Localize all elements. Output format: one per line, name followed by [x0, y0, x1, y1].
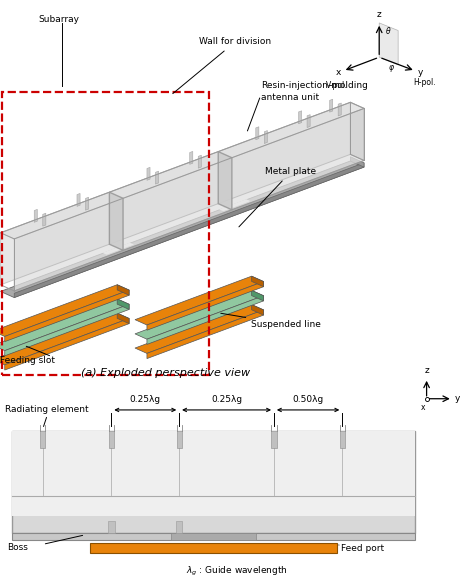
Polygon shape	[5, 304, 129, 356]
Text: Feeding slot: Feeding slot	[0, 356, 55, 365]
Text: y: y	[455, 394, 460, 403]
Bar	[176, 431, 182, 449]
Text: 0.25λg: 0.25λg	[130, 395, 161, 404]
Text: $\varphi$: $\varphi$	[388, 63, 395, 74]
Bar	[40, 431, 46, 449]
Bar	[2, 92, 209, 375]
Polygon shape	[147, 310, 264, 358]
Text: (a) Exploded perspective view: (a) Exploded perspective view	[82, 368, 250, 377]
Polygon shape	[0, 102, 364, 239]
Polygon shape	[77, 194, 80, 206]
Polygon shape	[117, 313, 129, 324]
Text: x: x	[336, 68, 341, 77]
Polygon shape	[117, 299, 129, 309]
Polygon shape	[350, 102, 364, 161]
Bar	[12, 533, 415, 540]
Polygon shape	[252, 290, 264, 301]
Polygon shape	[0, 102, 350, 285]
Text: H-pol.: H-pol.	[413, 77, 436, 87]
Polygon shape	[135, 276, 264, 325]
Polygon shape	[379, 23, 398, 65]
Text: Boss: Boss	[7, 543, 28, 552]
Text: $\lambda_g$ : Guide wavelength: $\lambda_g$ : Guide wavelength	[186, 564, 288, 577]
Text: Radiating element: Radiating element	[5, 405, 88, 414]
Text: Feed port: Feed port	[341, 544, 384, 553]
Bar	[12, 431, 415, 516]
Text: 0.50λg: 0.50λg	[292, 395, 324, 404]
Bar	[339, 431, 345, 449]
Bar	[109, 431, 114, 449]
Polygon shape	[0, 285, 129, 336]
Text: z: z	[377, 10, 382, 19]
Polygon shape	[252, 305, 264, 315]
Text: Resin-injection-molding
antenna unit: Resin-injection-molding antenna unit	[261, 81, 367, 102]
Polygon shape	[307, 114, 310, 128]
Polygon shape	[264, 131, 267, 143]
Bar	[171, 533, 256, 540]
Polygon shape	[256, 127, 259, 140]
Polygon shape	[219, 199, 250, 211]
Polygon shape	[155, 171, 159, 184]
Text: Metal plate: Metal plate	[239, 167, 317, 227]
Polygon shape	[338, 103, 341, 116]
Polygon shape	[85, 197, 89, 210]
Polygon shape	[5, 318, 129, 370]
Text: Subarray: Subarray	[38, 14, 79, 24]
Polygon shape	[329, 99, 333, 112]
Polygon shape	[147, 296, 264, 344]
Polygon shape	[218, 151, 232, 210]
Text: Wall for division: Wall for division	[173, 38, 271, 94]
Polygon shape	[34, 209, 37, 223]
Polygon shape	[0, 313, 129, 365]
Text: $\theta$: $\theta$	[385, 25, 392, 36]
Text: 0.25λg: 0.25λg	[211, 395, 242, 404]
Polygon shape	[109, 192, 123, 250]
Bar	[12, 431, 415, 533]
Polygon shape	[135, 290, 264, 339]
Polygon shape	[350, 157, 364, 167]
Polygon shape	[147, 281, 264, 330]
Polygon shape	[14, 109, 364, 291]
Polygon shape	[299, 111, 301, 124]
Polygon shape	[43, 213, 46, 226]
Polygon shape	[135, 305, 264, 353]
Polygon shape	[147, 167, 150, 180]
Polygon shape	[14, 163, 364, 298]
Polygon shape	[0, 299, 129, 351]
Text: V-pol.: V-pol.	[326, 81, 347, 90]
Polygon shape	[190, 151, 193, 164]
Bar	[90, 543, 337, 553]
Text: z: z	[424, 366, 429, 375]
Polygon shape	[198, 155, 201, 168]
Bar	[176, 521, 182, 533]
Text: Suspended line: Suspended line	[221, 313, 321, 329]
Text: y: y	[418, 68, 423, 77]
Text: x: x	[420, 403, 425, 412]
Polygon shape	[5, 290, 129, 342]
Polygon shape	[117, 285, 129, 295]
Bar	[108, 521, 115, 533]
Polygon shape	[0, 161, 364, 298]
Polygon shape	[102, 243, 134, 255]
Polygon shape	[252, 276, 264, 287]
Bar	[272, 431, 277, 449]
